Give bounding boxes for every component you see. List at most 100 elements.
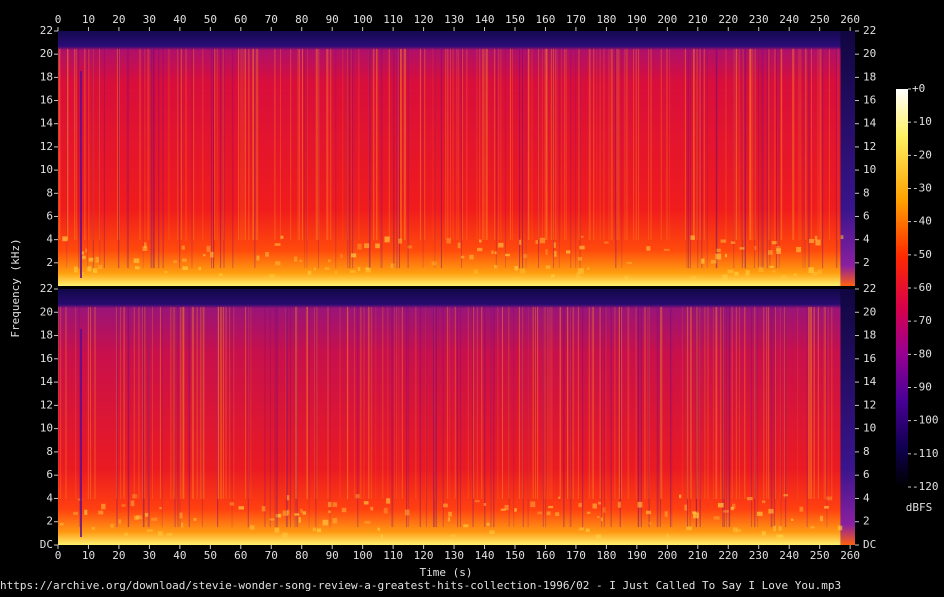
texture-blob [686,526,692,531]
texture-blob [133,258,140,264]
texture-stripe [578,48,580,241]
texture-stripe [214,48,216,241]
y-tick-label: 8 [863,445,870,458]
texture-stripe [407,48,409,269]
texture-stripe [98,48,100,241]
texture-blob [793,273,797,277]
texture-blob [181,245,185,250]
texture-blob [730,241,736,244]
texture-blob [364,243,370,249]
texture-stripe [222,48,224,241]
texture-stripe [376,48,378,241]
texture-blob [781,274,787,279]
texture-stripe [191,306,193,499]
texture-stripe [590,48,592,241]
texture-stripe [807,306,809,499]
texture-stripe [703,48,705,241]
texture-blob [624,275,629,281]
texture-stripe [425,306,427,499]
texture-stripe [564,48,566,241]
texture-blob [566,250,571,254]
texture-stripe [482,48,484,241]
texture-stripe [500,48,502,241]
texture-blob [274,243,281,246]
texture-stripe [738,306,740,499]
texture-stripe [726,306,728,528]
texture-stripe [798,48,800,241]
y-tick-label: 6 [46,209,53,222]
footer: https://archive.org/download/stevie-wond… [0,579,841,592]
texture-stripe [615,48,617,269]
texture-stripe [546,48,548,241]
texture-stripe [460,306,462,528]
texture-stripe [835,48,837,269]
texture-stripe [202,306,204,499]
texture-blob [727,269,734,274]
y-tick-label: 16 [863,352,876,365]
texture-stripe [422,48,424,269]
texture-stripe [661,306,663,499]
texture-stripe [161,306,163,528]
texture-stripe [231,306,233,528]
texture-stripe [371,306,373,499]
texture-stripe [559,306,561,499]
y-tick-label: 22 [863,282,876,295]
texture-blob [300,508,303,513]
texture-stripe [329,306,331,528]
texture-stripe [699,306,701,528]
texture-blob [166,533,173,536]
texture-blob [595,534,602,539]
y-tick-label: DC [863,538,876,551]
texture-stripe [695,306,697,528]
texture-stripe [531,48,533,241]
texture-stripe [138,306,140,499]
texture-stripe [619,306,621,528]
y-tick-label: 6 [863,468,870,481]
texture-stripe [220,48,222,269]
texture-stripe [532,306,534,499]
texture-stripe [797,306,799,499]
texture-stripe [388,48,390,241]
texture-blob [678,494,682,499]
texture-stripe [722,306,724,499]
texture-blob [294,513,300,516]
texture-stripe [211,48,213,269]
texture-stripe [690,306,692,499]
texture-stripe [750,48,752,241]
colorbar-tick-label: -20 [912,148,932,161]
texture-stripe [806,306,808,528]
texture-blob [746,496,753,501]
texture-stripe [120,306,122,499]
y-tick-label: 8 [46,186,53,199]
texture-stripe [804,48,806,269]
texture-blob [447,517,451,522]
texture-stripe [435,306,437,528]
texture-stripe [823,306,825,499]
texture-stripe [88,48,90,241]
texture-stripe [715,48,717,269]
texture-stripe [699,306,701,528]
texture-blob [691,275,697,280]
texture-stripe [147,306,149,528]
texture-stripe [712,306,714,499]
texture-blob [87,266,92,272]
texture-stripe [569,306,571,528]
texture-blob [663,248,670,251]
texture-blob [769,265,774,268]
texture-stripe [372,48,374,241]
texture-blob [84,248,88,253]
x-tick-label: 50 [204,549,217,562]
texture-blob [715,253,722,260]
texture-stripe [346,306,348,499]
texture-stripe [445,48,447,241]
x-tick-label: 130 [444,549,464,562]
texture-blob [626,261,633,264]
texture-blob [278,513,282,518]
texture-stripe [78,48,80,269]
y-tick-label: 10 [863,422,876,435]
texture-blob [773,525,776,532]
texture-blob [384,236,390,243]
texture-blob [602,507,606,513]
texture-stripe [555,48,557,241]
